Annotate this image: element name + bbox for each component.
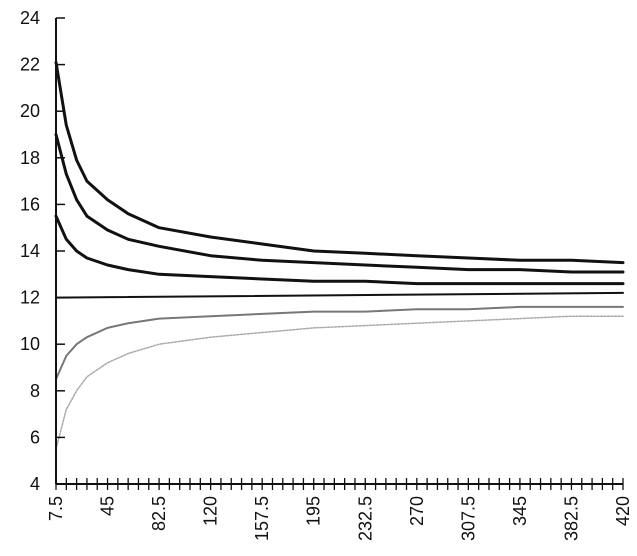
y-tick-label: 4 bbox=[30, 474, 40, 494]
y-tick-label: 12 bbox=[20, 288, 40, 308]
series-line-6 bbox=[55, 315, 624, 450]
series-line-3 bbox=[54, 214, 625, 286]
y-tick-label: 8 bbox=[30, 381, 40, 401]
x-tick-label: 307.5 bbox=[458, 496, 478, 541]
x-tick-label: 232.5 bbox=[355, 496, 375, 541]
x-tick-label: 195 bbox=[304, 496, 324, 526]
y-tick-label: 16 bbox=[20, 194, 40, 214]
y-ticks: 4 6 8 10 12 14 16 18 20 22 24 bbox=[20, 8, 65, 494]
series-layer bbox=[54, 60, 625, 450]
series-line-2 bbox=[54, 133, 625, 274]
y-tick-label: 18 bbox=[20, 148, 40, 168]
x-tick-label: 7.5 bbox=[46, 496, 66, 521]
x-tick-label: 345 bbox=[510, 496, 530, 526]
y-tick-label: 20 bbox=[20, 101, 40, 121]
y-tick-label: 24 bbox=[20, 8, 40, 28]
x-tick-label: 120 bbox=[201, 496, 221, 526]
y-tick-label: 22 bbox=[20, 55, 40, 75]
series-line-4 bbox=[55, 291, 624, 299]
y-tick-label: 14 bbox=[20, 241, 40, 261]
y-tick-label: 6 bbox=[30, 427, 40, 447]
x-tick-label: 420 bbox=[613, 496, 633, 526]
x-tick-label: 157.5 bbox=[252, 496, 272, 541]
x-tick-label: 45 bbox=[98, 496, 118, 516]
series-line-1 bbox=[54, 60, 625, 265]
x-tick-label: 270 bbox=[407, 496, 427, 526]
x-ticks: 7.5 45 82.5 120 157.5 195 232.5 270 307.5 345 382.… bbox=[46, 478, 633, 541]
series-line-5 bbox=[55, 305, 624, 381]
x-tick-label: 382.5 bbox=[561, 496, 581, 541]
y-tick-label: 10 bbox=[20, 334, 40, 354]
x-tick-label: 82.5 bbox=[149, 496, 169, 531]
